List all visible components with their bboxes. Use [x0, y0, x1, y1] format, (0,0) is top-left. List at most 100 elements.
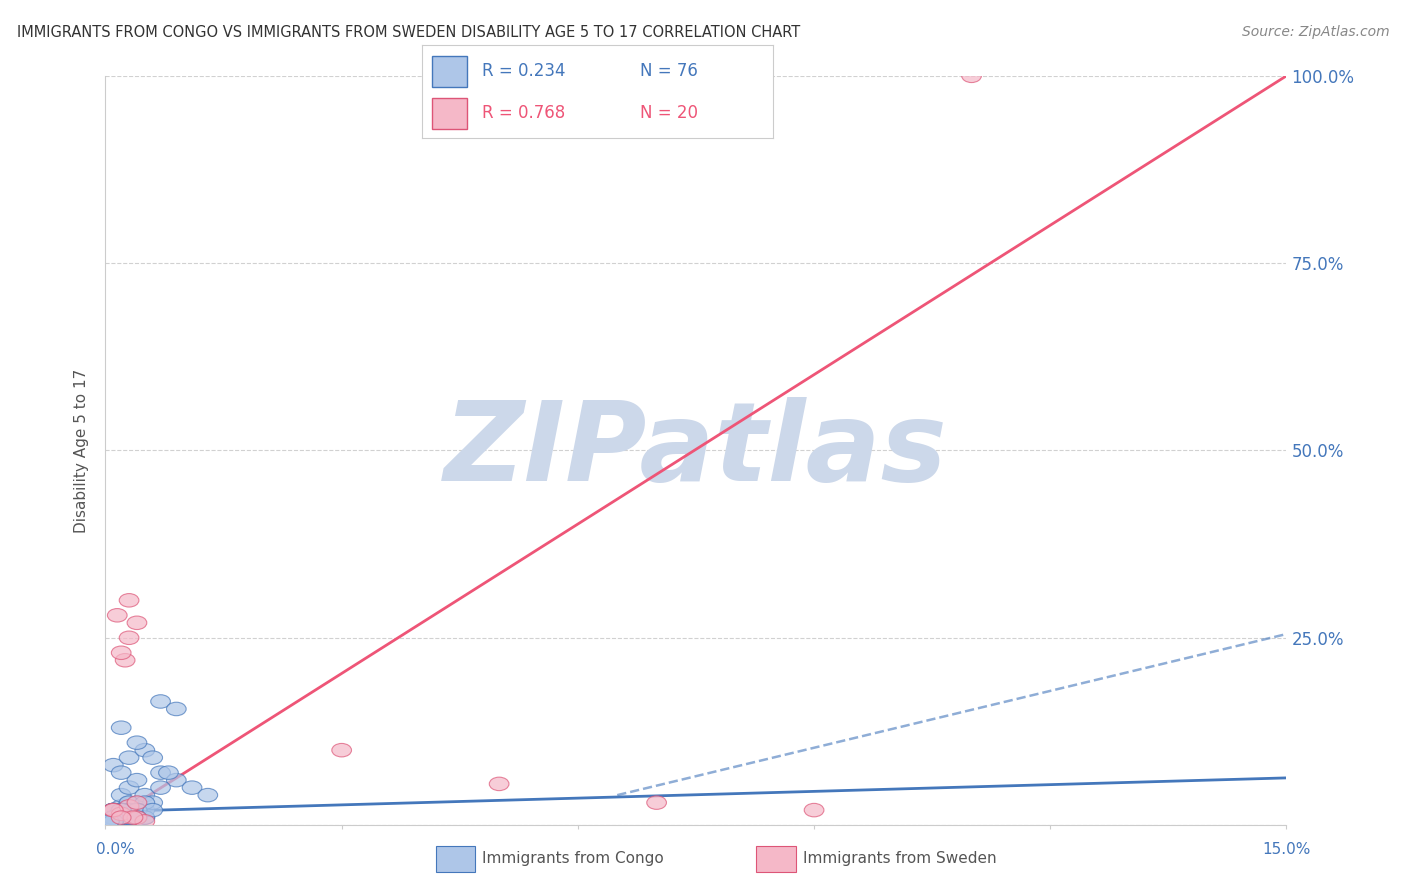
- Ellipse shape: [111, 804, 131, 817]
- Text: 15.0%: 15.0%: [1263, 842, 1310, 856]
- Ellipse shape: [111, 721, 131, 734]
- Ellipse shape: [104, 811, 124, 824]
- Ellipse shape: [104, 811, 124, 824]
- Ellipse shape: [150, 766, 170, 780]
- Ellipse shape: [127, 804, 146, 817]
- Ellipse shape: [104, 758, 124, 772]
- Ellipse shape: [166, 702, 186, 715]
- Ellipse shape: [104, 804, 124, 817]
- Ellipse shape: [962, 69, 981, 83]
- Ellipse shape: [120, 631, 139, 645]
- Ellipse shape: [120, 804, 139, 817]
- Ellipse shape: [104, 811, 124, 824]
- Ellipse shape: [120, 796, 139, 809]
- Ellipse shape: [111, 811, 131, 824]
- Ellipse shape: [104, 811, 124, 824]
- Ellipse shape: [120, 804, 139, 817]
- FancyBboxPatch shape: [433, 56, 467, 87]
- Ellipse shape: [100, 814, 120, 828]
- Ellipse shape: [150, 695, 170, 708]
- Ellipse shape: [120, 796, 139, 809]
- Ellipse shape: [104, 804, 124, 817]
- Ellipse shape: [111, 811, 131, 824]
- Ellipse shape: [120, 811, 139, 824]
- Ellipse shape: [183, 780, 202, 795]
- Ellipse shape: [150, 780, 170, 795]
- Ellipse shape: [198, 789, 218, 802]
- Ellipse shape: [104, 814, 124, 828]
- Ellipse shape: [104, 811, 124, 824]
- Text: ZIPatlas: ZIPatlas: [444, 397, 948, 504]
- Ellipse shape: [127, 796, 146, 809]
- Ellipse shape: [127, 773, 146, 787]
- Ellipse shape: [332, 743, 352, 757]
- Text: Source: ZipAtlas.com: Source: ZipAtlas.com: [1241, 25, 1389, 39]
- Ellipse shape: [104, 814, 124, 828]
- Ellipse shape: [120, 751, 139, 764]
- Ellipse shape: [104, 811, 124, 824]
- Ellipse shape: [127, 807, 146, 821]
- Text: R = 0.234: R = 0.234: [481, 62, 565, 79]
- Ellipse shape: [127, 811, 146, 824]
- Ellipse shape: [135, 811, 155, 824]
- Ellipse shape: [120, 799, 139, 814]
- Ellipse shape: [111, 646, 131, 659]
- Ellipse shape: [135, 814, 155, 828]
- Ellipse shape: [104, 804, 124, 817]
- Ellipse shape: [104, 811, 124, 824]
- Ellipse shape: [135, 796, 155, 809]
- Ellipse shape: [111, 789, 131, 802]
- Ellipse shape: [135, 804, 155, 817]
- Ellipse shape: [111, 804, 131, 817]
- Ellipse shape: [143, 804, 163, 817]
- Ellipse shape: [120, 780, 139, 795]
- Ellipse shape: [127, 616, 146, 630]
- FancyBboxPatch shape: [433, 98, 467, 129]
- Ellipse shape: [127, 736, 146, 749]
- Ellipse shape: [166, 773, 186, 787]
- Ellipse shape: [111, 799, 131, 814]
- Ellipse shape: [115, 654, 135, 667]
- Ellipse shape: [135, 811, 155, 824]
- Ellipse shape: [647, 796, 666, 809]
- Ellipse shape: [135, 743, 155, 757]
- Ellipse shape: [135, 789, 155, 802]
- Ellipse shape: [104, 804, 124, 817]
- Ellipse shape: [104, 811, 124, 824]
- Ellipse shape: [120, 811, 139, 824]
- Ellipse shape: [107, 608, 127, 622]
- Ellipse shape: [104, 804, 124, 817]
- Ellipse shape: [120, 811, 139, 824]
- Text: Immigrants from Sweden: Immigrants from Sweden: [803, 852, 997, 866]
- Ellipse shape: [120, 811, 139, 824]
- Ellipse shape: [159, 766, 179, 780]
- Text: R = 0.768: R = 0.768: [481, 104, 565, 122]
- Ellipse shape: [143, 751, 163, 764]
- Ellipse shape: [127, 804, 146, 817]
- Ellipse shape: [124, 811, 143, 824]
- Ellipse shape: [111, 811, 131, 824]
- Ellipse shape: [111, 804, 131, 817]
- Text: IMMIGRANTS FROM CONGO VS IMMIGRANTS FROM SWEDEN DISABILITY AGE 5 TO 17 CORRELATI: IMMIGRANTS FROM CONGO VS IMMIGRANTS FROM…: [17, 25, 800, 40]
- Ellipse shape: [127, 811, 146, 824]
- Ellipse shape: [111, 766, 131, 780]
- Ellipse shape: [111, 811, 131, 824]
- Ellipse shape: [104, 804, 124, 817]
- Ellipse shape: [104, 804, 124, 817]
- Ellipse shape: [111, 811, 131, 824]
- Y-axis label: Disability Age 5 to 17: Disability Age 5 to 17: [75, 368, 90, 533]
- Ellipse shape: [111, 804, 131, 817]
- Ellipse shape: [104, 811, 124, 824]
- Ellipse shape: [107, 807, 127, 821]
- Text: 0.0%: 0.0%: [96, 842, 135, 856]
- Ellipse shape: [104, 804, 124, 817]
- Ellipse shape: [143, 796, 163, 809]
- Ellipse shape: [111, 811, 131, 824]
- Ellipse shape: [111, 807, 131, 821]
- Text: N = 76: N = 76: [640, 62, 697, 79]
- Ellipse shape: [104, 811, 124, 824]
- Ellipse shape: [127, 796, 146, 809]
- Text: N = 20: N = 20: [640, 104, 697, 122]
- Ellipse shape: [111, 811, 131, 824]
- Ellipse shape: [111, 811, 131, 824]
